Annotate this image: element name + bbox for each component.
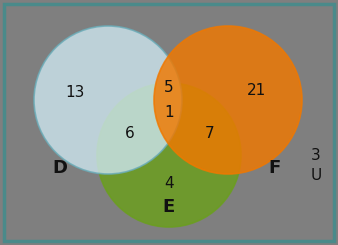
- Text: 6: 6: [125, 125, 135, 140]
- Text: D: D: [52, 159, 68, 177]
- Text: F: F: [268, 159, 280, 177]
- Circle shape: [34, 26, 182, 174]
- Circle shape: [97, 83, 241, 227]
- Text: E: E: [163, 198, 175, 216]
- Circle shape: [154, 26, 302, 174]
- Text: 21: 21: [246, 83, 266, 98]
- Text: 13: 13: [65, 85, 85, 99]
- Text: 4: 4: [164, 175, 174, 191]
- Text: 5: 5: [164, 79, 174, 95]
- Text: U: U: [310, 168, 322, 183]
- Text: 7: 7: [205, 125, 215, 140]
- Text: 3: 3: [311, 147, 321, 162]
- Text: 1: 1: [164, 105, 174, 120]
